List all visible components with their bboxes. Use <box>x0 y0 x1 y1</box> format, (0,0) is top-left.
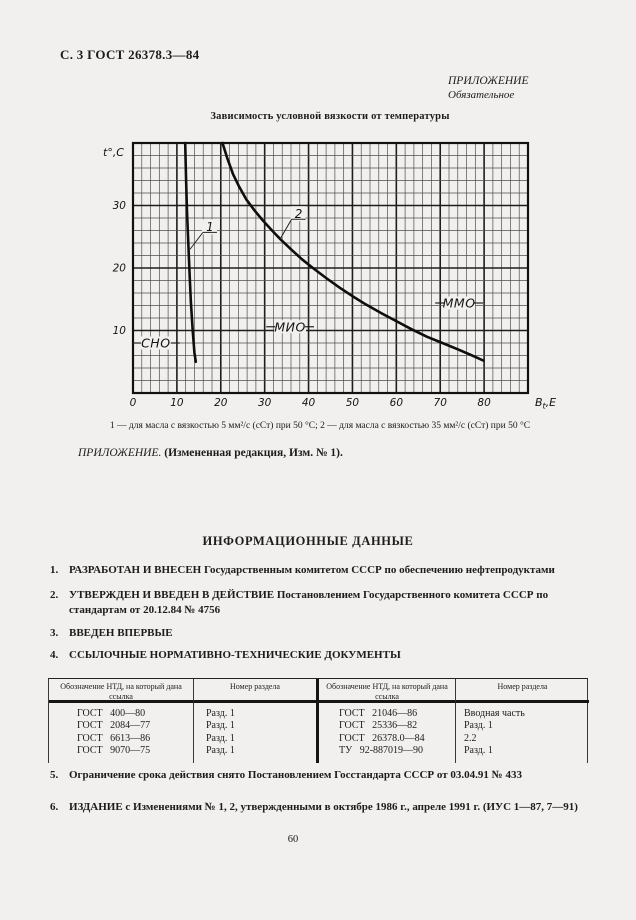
chart-caption: 1 — для масла с вязкостью 5 мм²/с (сСт) … <box>109 421 531 431</box>
curve-label-2: 2 <box>295 207 303 221</box>
appendix-label: ПРИЛОЖЕНИЕ <box>448 75 529 87</box>
table-header-cell: Обозначение НТД, на который дана ссылка <box>49 679 194 703</box>
curve-label-leader <box>279 218 293 240</box>
info-item-4: 4. ССЫЛОЧНЫЕ НОРМАТИВНО-ТЕХНИЧЕСКИЕ ДОКУ… <box>50 648 588 663</box>
x-tick-label: 60 <box>390 397 404 409</box>
x-tick-label: 80 <box>477 397 491 409</box>
table-cell: Разд. 1 <box>194 744 319 764</box>
appendix-note-rest: (Измененная редакция, Изм. № 1). <box>161 447 343 459</box>
x-tick-label: 0 <box>130 397 137 409</box>
appendix-note: ПРИЛОЖЕНИЕ. (Измененная редакция, Изм. №… <box>78 447 343 459</box>
plot-border <box>131 141 530 395</box>
table-cell: ГОСТ 21046—86 <box>319 703 456 721</box>
table-cell: ГОСТ 9070—75 <box>49 744 194 764</box>
table-cell: Разд. 1 <box>194 720 319 733</box>
region-label-МИО: МИО <box>274 319 305 334</box>
curve-label-halo <box>290 206 306 222</box>
x-axis-label: Вt,Е <box>535 396 556 411</box>
curve-label-1: 1 <box>206 220 214 234</box>
item-number: 1. <box>50 564 59 576</box>
table-cell: ГОСТ 6613—86 <box>49 732 194 745</box>
table-header-cell: Номер раздела <box>456 679 589 703</box>
info-item-5: 5. Ограничение срока действия снято Пост… <box>50 768 588 783</box>
table-cell: ГОСТ 26378.0—84 <box>319 732 456 745</box>
info-item-1: 1. РАЗРАБОТАН И ВНЕСЕН Государственным к… <box>50 563 588 578</box>
page-number: 60 <box>287 834 299 845</box>
table-cell: Вводная часть <box>464 708 525 719</box>
info-heading: ИНФОРМАЦИОННЫЕ ДАННЫЕ <box>202 534 414 548</box>
y-tick-label: 20 <box>113 263 127 275</box>
x-tick-label: 30 <box>258 397 272 409</box>
appendix-block: ПРИЛОЖЕНИЕ Обязательное <box>448 75 528 102</box>
appendix-sublabel: Обязательное <box>448 88 515 101</box>
info-item-3: 3. ВВЕДЕН ВПЕРВЫЕ <box>50 626 588 641</box>
item-text: РАЗРАБОТАН И ВНЕСЕН Государственным коми… <box>69 564 555 576</box>
item-number: 2. <box>50 589 59 601</box>
region-label-halo <box>443 296 475 310</box>
table-header-cell: Номер раздела <box>194 679 319 703</box>
appendix-note-lead: ПРИЛОЖЕНИЕ. <box>78 447 162 459</box>
curve-label-leader <box>189 232 204 250</box>
table-cell: ГОСТ 25336—82 <box>319 720 456 733</box>
table-cell: ГОСТ 2084—77 <box>49 720 194 733</box>
curve-label-halo <box>201 219 217 235</box>
region-label-halo <box>139 336 172 350</box>
item-number: 6. <box>50 801 59 813</box>
viscosity-chart: 0 10 20 30 40 50 60 70 80 10 20 30 t°,С Вt,Е СНО МИО ММО… <box>103 141 556 411</box>
table-cell: ТУ 92-887019—90 <box>319 744 456 764</box>
table-header-cell: Обозначение НТД, на который дана ссылка <box>319 679 456 703</box>
curve-1 <box>183 141 198 364</box>
x-tick-label: 70 <box>434 397 448 409</box>
table-cell: Разд. 1 <box>464 744 493 756</box>
item-number: 5. <box>50 769 59 781</box>
x-tick-label: 20 <box>214 397 228 409</box>
table-cell: Разд. 1 <box>464 720 493 732</box>
region-label-halo <box>274 320 307 334</box>
info-item-6: 6. ИЗДАНИЕ с Изменениями № 1, 2, утвержд… <box>50 800 588 815</box>
y-tick-label: 30 <box>113 200 127 212</box>
item-text: ССЫЛОЧНЫЕ НОРМАТИВНО-ТЕХНИЧЕСКИЕ ДОКУМЕН… <box>69 649 401 661</box>
table-cell: Разд. 1 <box>194 703 319 721</box>
item-number: 4. <box>50 649 59 661</box>
item-number: 3. <box>50 627 59 639</box>
x-tick-label: 40 <box>302 397 316 409</box>
table-cell: ГОСТ 400—80 <box>49 703 194 721</box>
y-axis-label: t°,С <box>103 146 124 159</box>
y-tick-label: 10 <box>113 325 127 337</box>
chart-title: Зависимость условной вязкости от темпера… <box>210 111 450 122</box>
table-cell: 2.2 <box>464 732 477 744</box>
region-label-СНО: СНО <box>141 336 170 351</box>
curve-2 <box>221 141 485 362</box>
region-label-ММО: ММО <box>443 296 476 311</box>
item-text: УТВЕРЖДЕН И ВВЕДЕН В ДЕЙСТВИЕ Постановле… <box>69 589 549 616</box>
x-tick-label: 50 <box>346 397 360 409</box>
item-text: ВВЕДЕН ВПЕРВЫЕ <box>69 627 173 639</box>
x-tick-label: 10 <box>170 397 184 409</box>
page-header: С. 3 ГОСТ 26378.3—84 <box>60 47 200 62</box>
table-cell: Разд. 1 <box>194 732 319 745</box>
item-text: Ограничение срока действия снято Постано… <box>69 769 522 781</box>
references-table: Обозначение НТД, на который дана ссылка … <box>48 678 589 764</box>
item-text: ИЗДАНИЕ с Изменениями № 1, 2, утвержденн… <box>69 801 578 813</box>
info-item-2: 2. УТВЕРЖДЕН И ВВЕДЕН В ДЕЙСТВИЕ Постано… <box>50 588 588 618</box>
